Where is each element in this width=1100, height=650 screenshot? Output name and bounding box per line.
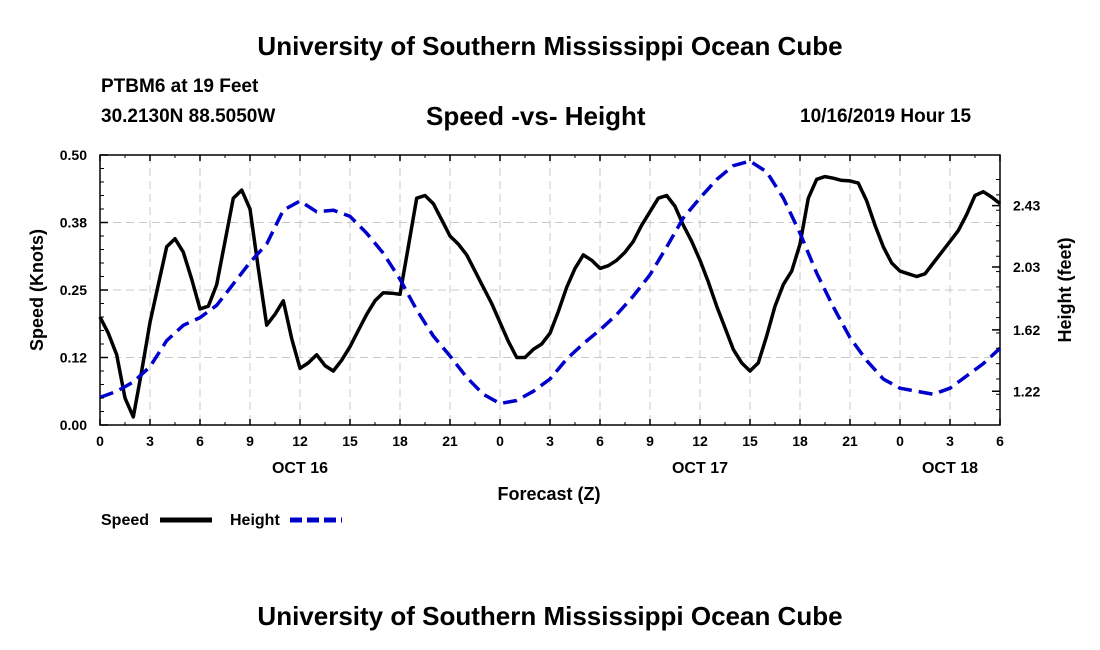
legend-label-speed: Speed (101, 512, 149, 529)
x-axis-label: Forecast (Z) (497, 484, 600, 504)
y-right-tick-label: 1.62 (1013, 322, 1040, 338)
x-tick-label: 21 (842, 433, 858, 449)
y-right-tick-label: 2.43 (1013, 198, 1040, 214)
x-tick-label: 15 (742, 433, 758, 449)
x-tick-label: 12 (692, 433, 708, 449)
plot-title: Speed -vs- Height (426, 101, 646, 131)
x-tick-label: 18 (792, 433, 808, 449)
chart-legend: Speed Height (101, 512, 342, 529)
x-tick-label: 0 (496, 433, 504, 449)
timestamp-label: 10/16/2019 Hour 15 (800, 106, 972, 127)
legend-label-height: Height (230, 512, 280, 529)
x-tick-label: 9 (246, 433, 254, 449)
x-tick-label: 9 (646, 433, 654, 449)
x-tick-label: 0 (896, 433, 904, 449)
x-tick-label: 6 (996, 433, 1004, 449)
x-tick-label: 3 (946, 433, 954, 449)
y-tick-label: 0.38 (60, 215, 87, 231)
date-label: OCT 16 (272, 460, 328, 477)
station-label: PTBM6 at 19 Feet (101, 76, 259, 97)
x-tick-label: 3 (546, 433, 554, 449)
x-tick-label: 15 (342, 433, 358, 449)
date-label: OCT 18 (922, 460, 978, 477)
y-right-axis-label: Height (feet) (1055, 238, 1075, 343)
y-right-tick-label: 2.03 (1013, 259, 1040, 275)
chart-series (98, 159, 1002, 419)
y-axis-label: Speed (Knots) (27, 229, 47, 351)
y-tick-label: 0.50 (60, 147, 87, 163)
x-tick-label: 3 (146, 433, 154, 449)
x-tick-label: 6 (596, 433, 604, 449)
footer-title: University of Southern Mississippi Ocean… (257, 601, 843, 631)
x-tick-label: 6 (196, 433, 204, 449)
x-tick-label: 0 (96, 433, 104, 449)
y-tick-label: 0.25 (60, 282, 87, 298)
y-right-tick-label: 1.22 (1013, 383, 1040, 399)
x-tick-label: 12 (292, 433, 308, 449)
coordinates-label: 30.2130N 88.5050W (101, 106, 276, 127)
y-tick-label: 0.12 (60, 350, 87, 366)
chart-axes: 0 3 6 9 12 15 18 21 0 3 6 9 12 15 18 21 0 3 6 OCT 16 OCT 17 O… (27, 147, 1075, 504)
x-tick-label: 21 (442, 433, 458, 449)
x-tick-label: 18 (392, 433, 408, 449)
page-title: University of Southern Mississippi Ocean… (257, 31, 843, 61)
date-label: OCT 17 (672, 460, 728, 477)
y-tick-label: 0.00 (60, 417, 87, 433)
